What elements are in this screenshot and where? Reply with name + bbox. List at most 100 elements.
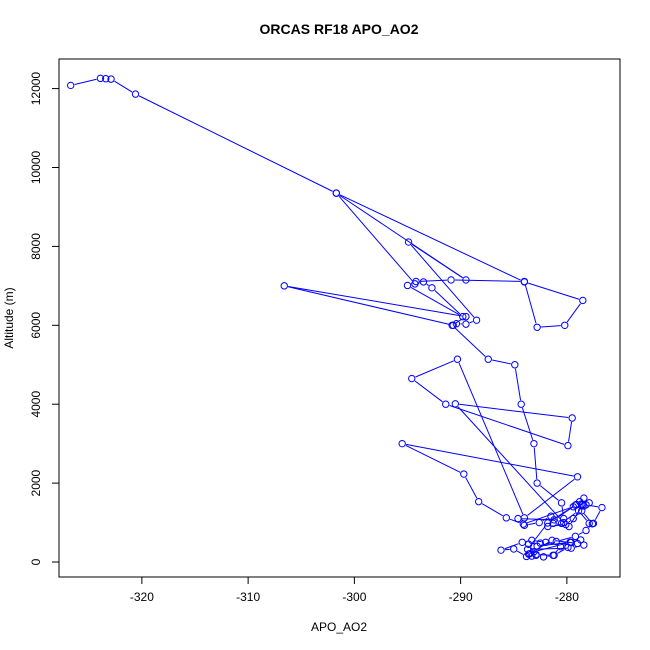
data-point	[588, 520, 597, 528]
data-point	[484, 355, 492, 363]
data-point	[541, 538, 550, 546]
data-point	[571, 501, 580, 509]
x-tick-label: -310	[236, 590, 260, 604]
series-segment	[458, 362, 524, 515]
series-segment	[74, 78, 97, 85]
series-segment	[414, 380, 443, 403]
data-point	[404, 238, 413, 246]
data-point	[518, 538, 526, 546]
series-segment	[410, 286, 460, 316]
series-segment	[516, 550, 524, 555]
series-segment	[559, 536, 572, 541]
data-point	[398, 439, 406, 448]
y-tick-label: 8000	[29, 233, 43, 260]
data-point	[411, 280, 419, 288]
data-point	[557, 499, 566, 507]
series-segment	[138, 95, 333, 192]
data-point	[585, 519, 593, 528]
data-point	[552, 537, 560, 546]
series-segment	[539, 485, 559, 501]
series-segment	[514, 368, 522, 401]
series-segment	[550, 506, 574, 522]
series-segment	[455, 279, 521, 282]
data-point	[561, 321, 569, 329]
data-point	[462, 276, 470, 284]
data-point	[442, 400, 450, 408]
data-point	[419, 278, 428, 286]
plot-frame	[58, 58, 621, 578]
y-tick-label: 6000	[29, 312, 43, 339]
series-segment	[566, 303, 581, 323]
data-point	[459, 312, 467, 321]
data-point	[102, 75, 110, 83]
data-point	[566, 538, 574, 546]
data-point	[447, 276, 455, 284]
series-segment	[580, 513, 587, 521]
data-point	[131, 90, 140, 98]
series-segment	[555, 540, 574, 544]
y-tick-label: 4000	[29, 391, 43, 418]
series-segment	[338, 195, 413, 282]
data-point	[517, 400, 525, 408]
data-point	[556, 542, 565, 551]
series-segment	[411, 243, 463, 279]
x-tick-label: -300	[342, 590, 366, 604]
data-point	[448, 321, 456, 329]
data-point	[472, 316, 481, 324]
data-point	[533, 479, 541, 487]
data-point	[573, 473, 582, 481]
data-point	[533, 323, 541, 331]
series-segment	[594, 510, 601, 521]
series-points	[66, 74, 606, 561]
data-point	[524, 540, 533, 548]
data-point	[549, 519, 557, 528]
series-segment	[434, 290, 461, 315]
data-point	[453, 355, 462, 363]
data-point	[598, 503, 606, 512]
x-tick-label: -320	[130, 590, 154, 604]
data-point	[460, 470, 468, 478]
series-segment	[410, 244, 475, 318]
data-point	[573, 539, 582, 548]
y-tick-label: 10000	[29, 150, 43, 184]
series-segment	[528, 282, 580, 300]
series-segment	[568, 421, 573, 442]
data-point	[569, 514, 577, 523]
series-segment	[288, 286, 450, 325]
series-segment	[481, 503, 504, 517]
data-point	[582, 526, 590, 535]
data-point	[520, 514, 529, 522]
y-tick-label: 2000	[29, 469, 43, 496]
data-point	[565, 522, 573, 531]
data-point	[528, 552, 536, 560]
x-axis: -320 -310 -300 -290 -280	[130, 576, 579, 604]
series-segment	[114, 80, 133, 93]
data-point	[511, 361, 519, 369]
data-point	[519, 520, 528, 528]
series-segment	[528, 522, 536, 526]
series-segment	[419, 279, 448, 282]
x-tick-label: -280	[555, 590, 579, 604]
series-segment	[426, 283, 429, 286]
data-point	[557, 519, 566, 528]
series-segment	[339, 194, 521, 281]
data-point	[530, 439, 538, 448]
data-point	[535, 518, 543, 527]
data-point	[403, 281, 412, 290]
data-point	[523, 545, 532, 554]
series-segment	[459, 403, 569, 419]
data-point	[462, 320, 470, 328]
x-axis-label: APO_AO2	[311, 620, 367, 634]
series-segment	[521, 407, 534, 441]
series-segment	[527, 478, 575, 516]
data-point	[497, 546, 505, 554]
data-point	[568, 414, 576, 422]
series-segment	[465, 477, 478, 499]
data-point	[544, 519, 552, 527]
series-line	[74, 78, 601, 557]
data-point	[580, 494, 588, 502]
data-point	[66, 81, 75, 90]
data-point	[520, 521, 529, 530]
series-segment	[415, 360, 454, 378]
y-tick-label: 12000	[29, 72, 43, 106]
